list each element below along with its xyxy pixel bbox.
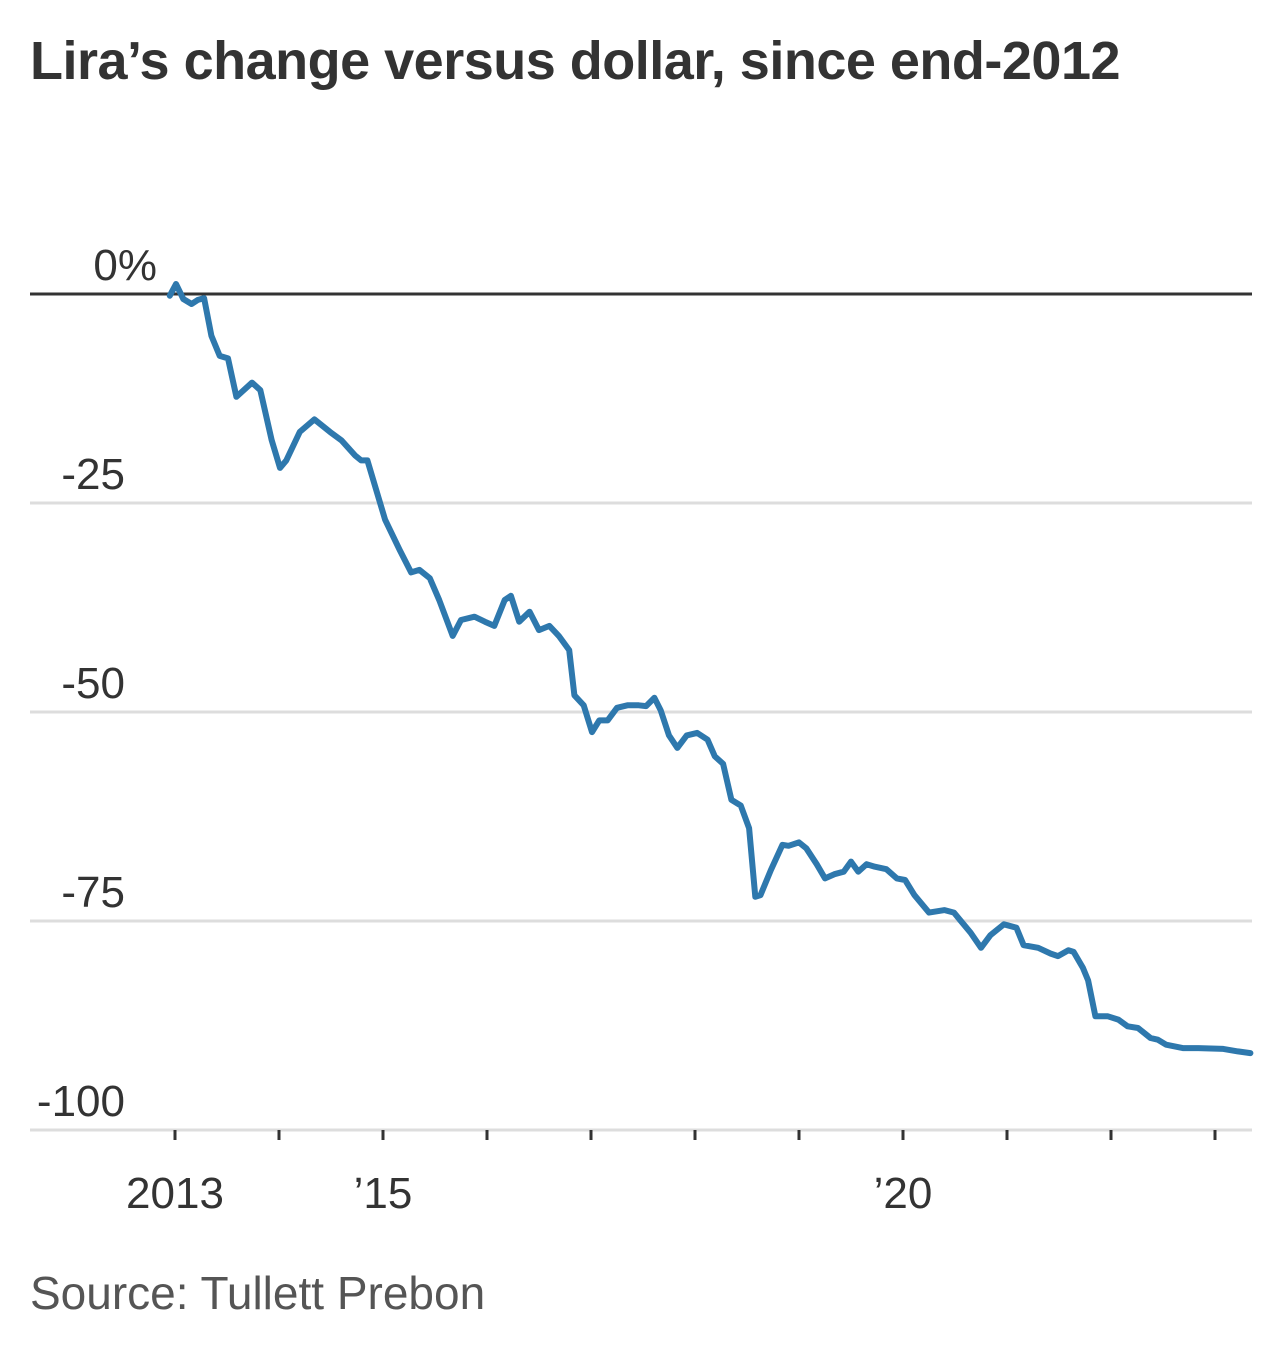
source-note: Source: Tullett Prebon: [30, 1267, 486, 1319]
y-tick-label: -25: [61, 450, 125, 499]
lira-change-line: [166, 281, 1254, 1057]
y-tick-label: -50: [61, 659, 125, 708]
x-tick-label: ’20: [874, 1169, 933, 1218]
y-tick-label: 0%: [93, 241, 157, 290]
y-tick-label: -100: [37, 1077, 125, 1126]
x-tick-label: ’15: [354, 1169, 413, 1218]
x-tick-label: 2013: [126, 1169, 224, 1218]
chart-title: Lira’s change versus dollar, since end-2…: [30, 31, 1121, 91]
y-tick-label: -75: [61, 868, 125, 917]
